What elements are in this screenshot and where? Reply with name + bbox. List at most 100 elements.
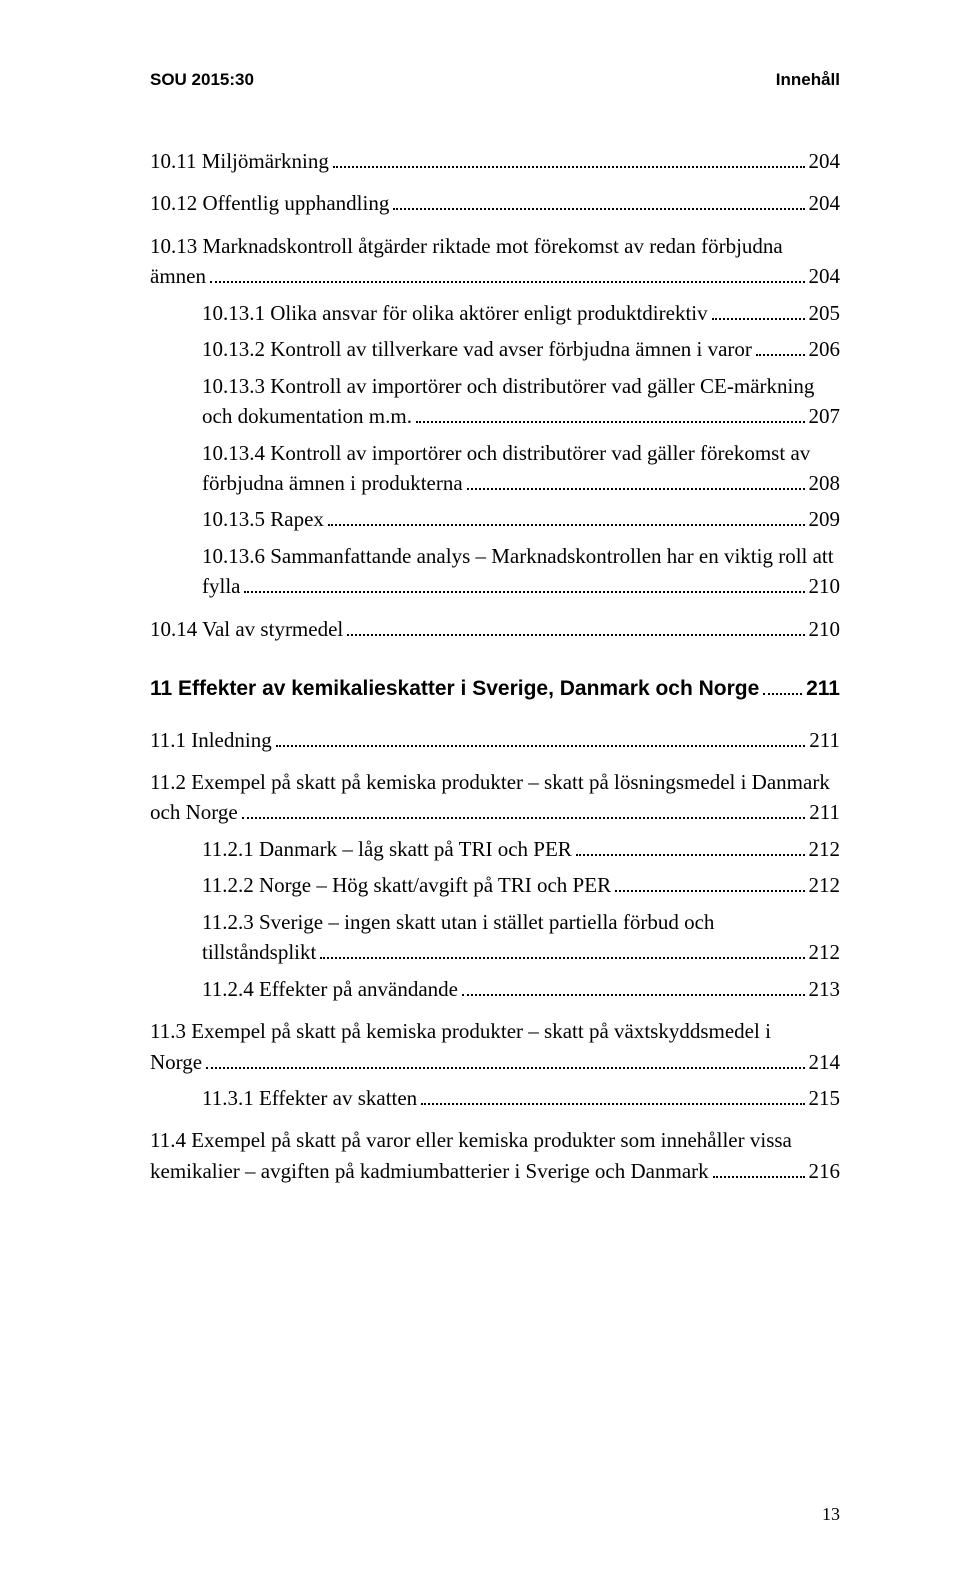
toc-entry: 10.13.1 Olika ansvar för olika aktörer e…: [202, 298, 840, 328]
toc-entry: 10.13.4 Kontroll av importörer och distr…: [202, 438, 840, 499]
toc-label: 10.13.6 Sammanfattande analys – Marknads…: [202, 541, 834, 571]
toc-row: ämnen 204: [150, 261, 840, 291]
toc-label: 10.14 Val av styrmedel: [150, 614, 343, 644]
dot-leader: [713, 1176, 805, 1178]
toc-page: 211: [809, 797, 840, 827]
dot-leader: [712, 318, 805, 320]
toc-label: och Norge: [150, 797, 238, 827]
dot-leader: [328, 524, 805, 526]
toc-row: fylla210: [202, 571, 840, 601]
toc-page: 204: [809, 188, 841, 218]
header-right: Innehåll: [776, 70, 840, 90]
toc-page: 211: [806, 674, 840, 704]
toc-entry: 10.11 Miljömärkning204: [150, 146, 840, 176]
dot-leader: [210, 281, 805, 283]
table-of-contents: 10.11 Miljömärkning204 10.12 Offentlig up…: [150, 146, 840, 1186]
toc-label: och dokumentation m.m.: [202, 401, 412, 431]
dot-leader: [467, 488, 805, 490]
toc-page: 205: [809, 298, 841, 328]
toc-row: 11.2 Exempel på skatt på kemiska produkt…: [150, 767, 840, 797]
toc-label: kemikalier – avgiften på kadmium­batteri…: [150, 1156, 709, 1186]
dot-leader: [462, 994, 805, 996]
dot-leader: [576, 854, 805, 856]
toc-row: 11.3 Exempel på skatt på kemiska produkt…: [150, 1016, 840, 1046]
toc-row: och Norge 211: [150, 797, 840, 827]
dot-leader: [756, 354, 805, 356]
toc-label: 11.2 Exempel på skatt på kemiska produkt…: [150, 767, 830, 797]
toc-label: 10.13 Marknadskontroll åtgärder riktade …: [150, 231, 783, 261]
toc-label: 11.3.1 Effekter av skatten: [202, 1083, 417, 1113]
toc-row: 10.12 Offentlig upphandling 204: [150, 188, 840, 218]
toc-label: tillståndsplikt: [202, 937, 316, 967]
toc-label: 10.12 Offentlig upphandling: [150, 188, 389, 218]
toc-row: 11.4 Exempel på skatt på varor eller kem…: [150, 1125, 840, 1155]
toc-label: 10.13.4 Kontroll av importörer och distr…: [202, 438, 810, 468]
dot-leader: [763, 693, 802, 695]
toc-page: 204: [809, 146, 841, 176]
dot-leader: [206, 1067, 804, 1069]
toc-entry: 11.3 Exempel på skatt på kemiska produkt…: [150, 1016, 840, 1077]
toc-label: fylla: [202, 571, 240, 601]
toc-label: Norge: [150, 1047, 202, 1077]
toc-label: 11.1 Inledning: [150, 725, 272, 755]
toc-label: 11.4 Exempel på skatt på varor eller kem…: [150, 1125, 792, 1155]
toc-label: förbjudna ämnen i produkterna: [202, 468, 463, 498]
header-left: SOU 2015:30: [150, 70, 254, 90]
toc-row: 11.3.1 Effekter av skatten 215: [202, 1083, 840, 1113]
toc-entry: 11.3.1 Effekter av skatten 215: [202, 1083, 840, 1113]
toc-row: 11.2.1 Danmark – låg skatt på TRI och PE…: [202, 834, 840, 864]
toc-label: 10.13.2 Kontroll av tillverkare vad avse…: [202, 334, 752, 364]
toc-page: 213: [809, 974, 841, 1004]
toc-row: 10.13.6 Sammanfattande analys – Marknads…: [202, 541, 840, 571]
toc-entry: 11.2.1 Danmark – låg skatt på TRI och PE…: [202, 834, 840, 864]
toc-entry: 10.13.3 Kontroll av importörer och distr…: [202, 371, 840, 432]
toc-row: 11.2.3 Sverige – ingen skatt utan i stäl…: [202, 907, 840, 937]
toc-label: 10.13.1 Olika ansvar för olika aktörer e…: [202, 298, 708, 328]
toc-row: Norge 214: [150, 1047, 840, 1077]
toc-row: 10.13.3 Kontroll av importörer och distr…: [202, 371, 840, 401]
dot-leader: [242, 817, 806, 819]
toc-entry: 11.2.4 Effekter på användande213: [202, 974, 840, 1004]
toc-page: 206: [809, 334, 841, 364]
dot-leader: [244, 591, 804, 593]
toc-row: tillståndsplikt 212: [202, 937, 840, 967]
toc-page: 210: [809, 614, 841, 644]
dot-leader: [320, 957, 804, 959]
toc-page: 204: [809, 261, 841, 291]
toc-page: 214: [809, 1047, 841, 1077]
toc-entry: 11.4 Exempel på skatt på varor eller kem…: [150, 1125, 840, 1186]
toc-label: 10.13.3 Kontroll av importörer och distr…: [202, 371, 814, 401]
toc-page: 215: [809, 1083, 841, 1113]
toc-row: 11.2.2 Norge – Hög skatt/avgift på TRI o…: [202, 870, 840, 900]
toc-row: och dokumentation m.m.207: [202, 401, 840, 431]
toc-entry: 10.13.2 Kontroll av tillverkare vad avse…: [202, 334, 840, 364]
toc-label: 11.2.3 Sverige – ingen skatt utan i stäl…: [202, 907, 714, 937]
toc-row: 10.13.5 Rapex209: [202, 504, 840, 534]
toc-row: 10.13.1 Olika ansvar för olika aktörer e…: [202, 298, 840, 328]
dot-leader: [393, 208, 804, 210]
toc-label: 11.2.2 Norge – Hög skatt/avgift på TRI o…: [202, 870, 611, 900]
toc-label: ämnen: [150, 261, 206, 291]
toc-page: 212: [809, 870, 841, 900]
toc-entry: 10.13.5 Rapex209: [202, 504, 840, 534]
toc-page: 212: [809, 834, 841, 864]
toc-entry: 10.13.6 Sammanfattande analys – Marknads…: [202, 541, 840, 602]
toc-label: 11.2.1 Danmark – låg skatt på TRI och PE…: [202, 834, 572, 864]
toc-page: 209: [809, 504, 841, 534]
toc-entry: 11.2.2 Norge – Hög skatt/avgift på TRI o…: [202, 870, 840, 900]
toc-row: kemikalier – avgiften på kadmium­batteri…: [150, 1156, 840, 1186]
dot-leader: [416, 421, 805, 423]
toc-row: 10.13.4 Kontroll av importörer och distr…: [202, 438, 840, 468]
toc-row: 10.13 Marknadskontroll åtgärder riktade …: [150, 231, 840, 261]
toc-row: 10.13.2 Kontroll av tillverkare vad avse…: [202, 334, 840, 364]
toc-entry: 10.14 Val av styrmedel 210: [150, 614, 840, 644]
toc-entry: 11 Effekter av kemikalieskatter i Sverig…: [150, 674, 840, 704]
dot-leader: [615, 890, 804, 892]
toc-label: 11 Effekter av kemikalieskatter i Sverig…: [150, 674, 759, 704]
toc-entry: 10.13 Marknadskontroll åtgärder riktade …: [150, 231, 840, 292]
toc-page: 208: [809, 468, 841, 498]
toc-page: 211: [809, 725, 840, 755]
toc-page: 212: [809, 937, 841, 967]
toc-row: 10.11 Miljömärkning204: [150, 146, 840, 176]
toc-entry: 11.2 Exempel på skatt på kemiska produkt…: [150, 767, 840, 828]
